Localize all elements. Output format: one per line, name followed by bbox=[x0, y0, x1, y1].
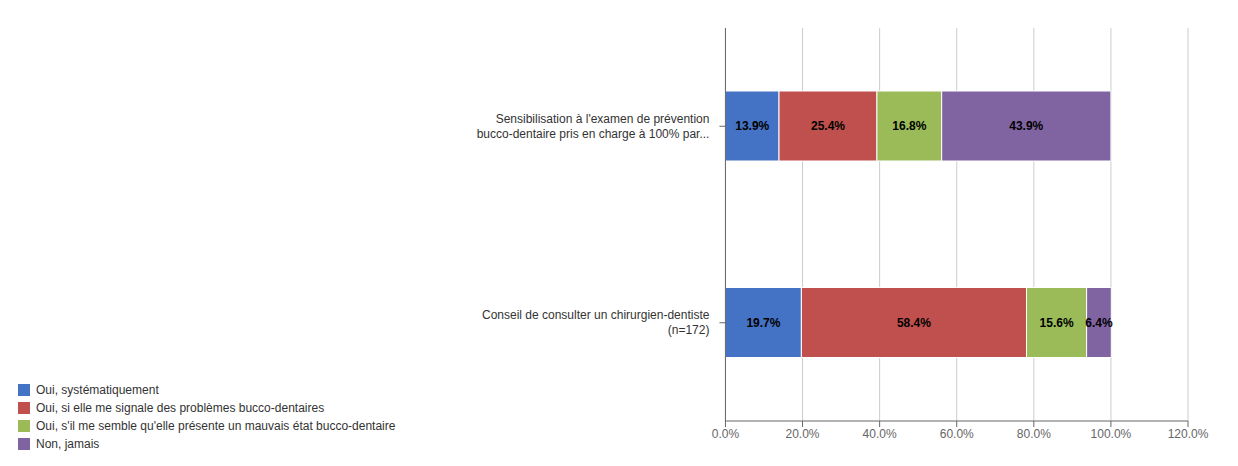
svg-text:25.4%: 25.4% bbox=[811, 119, 845, 133]
svg-text:13.9%: 13.9% bbox=[735, 119, 769, 133]
html-text:Oui, si elle me signale des pr: Oui, si elle me signale des problèmes bu… bbox=[36, 401, 325, 415]
svg-text:15.6%: 15.6% bbox=[1040, 316, 1074, 330]
svg-text:120.0%: 120.0% bbox=[1168, 427, 1209, 441]
svg-text:80.0%: 80.0% bbox=[1017, 427, 1051, 441]
svg-text:6.4%: 6.4% bbox=[1085, 316, 1113, 330]
svg-text:Conseil de consulter un chirur: Conseil de consulter un chirurgien-denti… bbox=[482, 308, 710, 337]
svg-text:20.0%: 20.0% bbox=[786, 427, 820, 441]
html-text:Non, jamais: Non, jamais bbox=[36, 437, 100, 451]
svg-text:19.7%: 19.7% bbox=[746, 316, 780, 330]
svg-text:40.0%: 40.0% bbox=[863, 427, 897, 441]
svg-text:60.0%: 60.0% bbox=[940, 427, 974, 441]
svg-text:100.0%: 100.0% bbox=[1091, 427, 1132, 441]
html-text:Oui, systématiquement: Oui, systématiquement bbox=[36, 383, 159, 397]
svg-text:0.0%: 0.0% bbox=[712, 427, 740, 441]
svg-text:43.9%: 43.9% bbox=[1009, 119, 1043, 133]
svg-text:16.8%: 16.8% bbox=[892, 119, 926, 133]
svg-text:Sensibilisation à l'examen de: Sensibilisation à l'examen de prévention… bbox=[477, 112, 710, 141]
html-text:Oui, s'il me semble qu'elle pr: Oui, s'il me semble qu'elle présente un … bbox=[36, 419, 396, 433]
svg-text:58.4%: 58.4% bbox=[897, 316, 931, 330]
